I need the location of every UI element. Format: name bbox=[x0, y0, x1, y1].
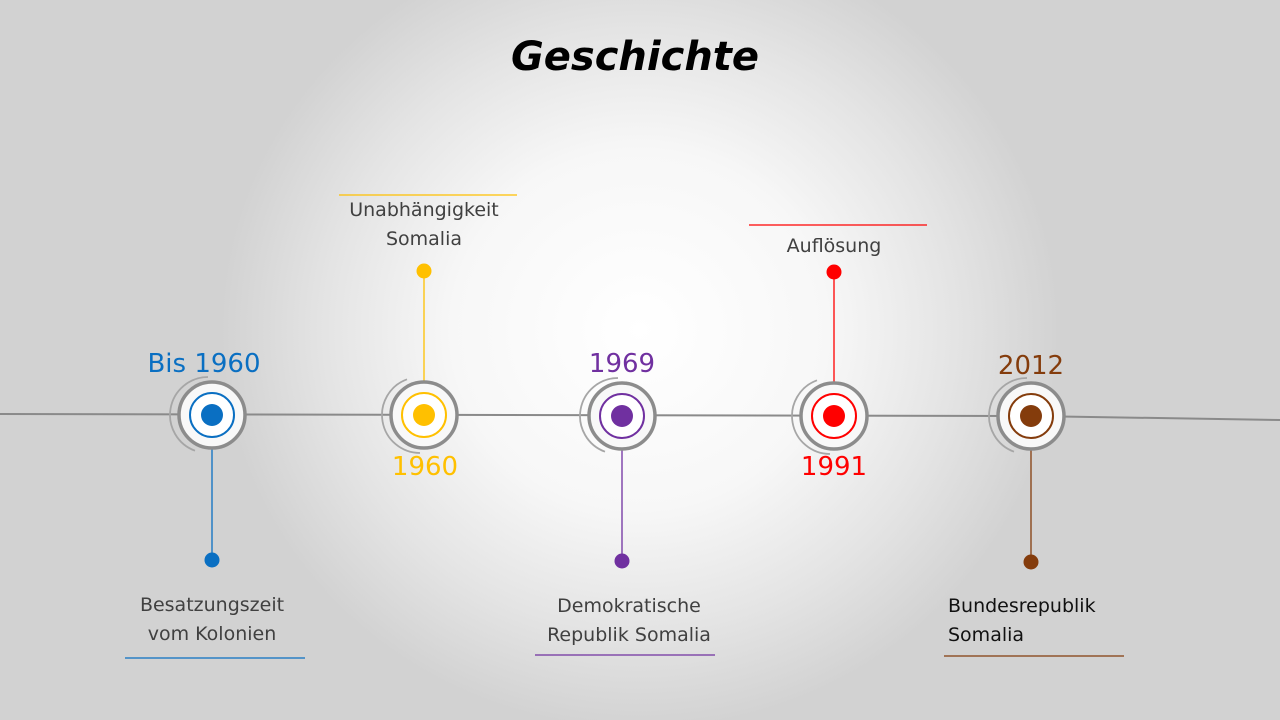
label-line: Republik Somalia bbox=[547, 624, 711, 646]
label-line: Auflösung bbox=[786, 235, 882, 257]
milestone-1-accent-arc bbox=[169, 376, 209, 452]
slide-title: Geschichte bbox=[510, 34, 760, 80]
milestone-year-bis-1960: Bis 1960 bbox=[147, 349, 261, 379]
milestone-3-center-dot bbox=[611, 405, 633, 427]
milestone-label-besatzungszeit: Besatzungszeit vom Kolonien bbox=[92, 591, 332, 649]
milestone-5-end-dot bbox=[1023, 554, 1039, 570]
milestone-3-outer-ring bbox=[587, 381, 657, 451]
milestone-label-aufloesung: Auflösung bbox=[714, 232, 954, 261]
milestone-year-2012: 2012 bbox=[997, 351, 1065, 381]
milestone-1-end-dot bbox=[204, 552, 220, 568]
milestone-5-center-dot bbox=[1020, 405, 1042, 427]
milestone-2-end-dot bbox=[416, 263, 432, 279]
milestone-label-bundesrepublik: Bundesrepublik Somalia bbox=[948, 592, 1188, 650]
milestone-year-1969: 1969 bbox=[588, 349, 656, 379]
label-line: Demokratische bbox=[557, 595, 701, 617]
milestone-5-outer-ring bbox=[996, 381, 1066, 451]
label-line: vom Kolonien bbox=[147, 623, 277, 645]
milestone-3-accent-arc bbox=[579, 377, 619, 453]
milestone-year-1960: 1960 bbox=[391, 452, 459, 482]
label-line: Somalia bbox=[948, 624, 1025, 646]
label-line: Unabhängigkeit bbox=[349, 199, 499, 221]
label-line: Bundesrepublik bbox=[948, 595, 1096, 617]
milestone-2-outer-ring bbox=[389, 380, 459, 450]
milestone-4-outer-ring bbox=[799, 381, 869, 451]
milestone-4-accent-arc bbox=[791, 379, 831, 455]
milestone-2-center-dot bbox=[413, 404, 435, 426]
milestone-3-end-dot bbox=[614, 553, 630, 569]
milestone-5-accent-arc bbox=[988, 377, 1028, 453]
milestone-1-center-dot bbox=[201, 404, 223, 426]
milestone-label-unabhaengigkeit: Unabhängigkeit Somalia bbox=[304, 196, 544, 254]
milestone-label-demokratische-republik: Demokratische Republik Somalia bbox=[509, 592, 749, 650]
label-line: Besatzungszeit bbox=[139, 594, 285, 616]
milestone-1-outer-ring bbox=[177, 380, 247, 450]
label-line: Somalia bbox=[385, 228, 463, 250]
milestone-2-accent-arc bbox=[381, 378, 421, 454]
milestone-4-end-dot bbox=[826, 264, 842, 280]
milestone-year-1991: 1991 bbox=[800, 452, 868, 482]
milestone-4-center-dot bbox=[823, 405, 845, 427]
